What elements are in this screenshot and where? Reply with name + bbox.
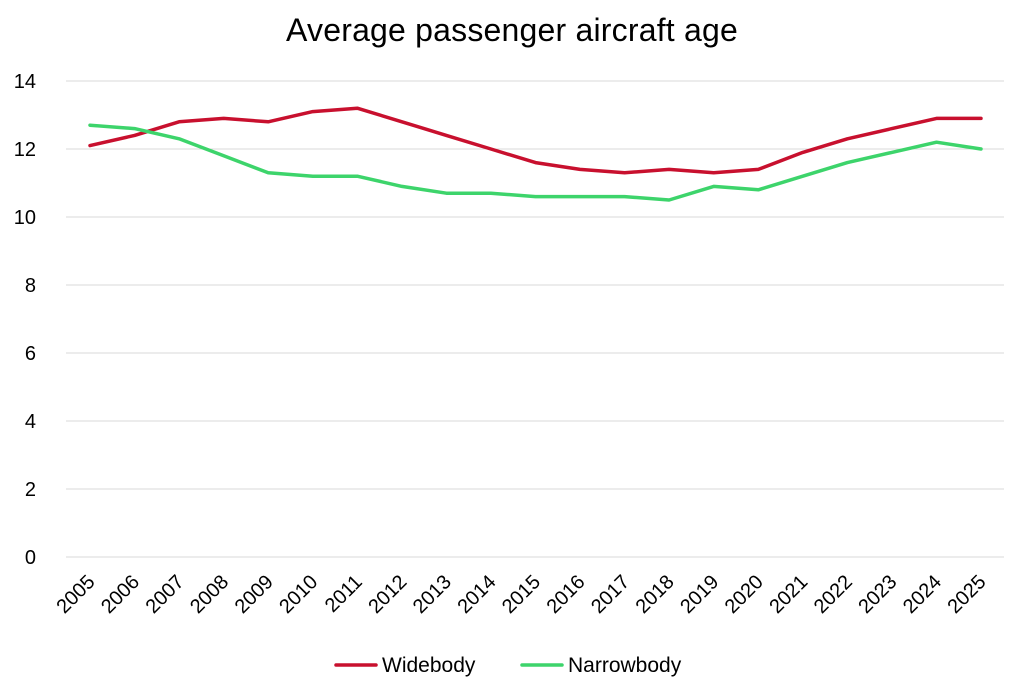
y-tick-label: 10 [14, 207, 36, 229]
y-axis-tick-labels: 0 2 4 6 8 10 12 14 [14, 71, 36, 569]
y-tick-label: 6 [25, 343, 36, 365]
y-tick-label: 8 [25, 275, 36, 297]
series-line-widebody [88, 106, 983, 175]
y-tick-label: 2 [25, 479, 36, 501]
series-line-narrowbody [88, 123, 983, 202]
x-tick-label: 2012 [364, 571, 411, 618]
x-tick-label: 2008 [186, 571, 233, 618]
y-tick-label: 0 [25, 547, 36, 569]
x-tick-label: 2009 [231, 571, 278, 618]
legend: Widebody Narrowbody [334, 654, 682, 677]
y-tick-label: 12 [14, 139, 36, 161]
x-tick-label: 2023 [854, 571, 901, 618]
series-lines [88, 106, 983, 202]
x-tick-label: 2022 [810, 571, 857, 618]
x-tick-label: 2019 [676, 571, 723, 618]
x-tick-label: 2024 [899, 571, 946, 618]
y-tick-label: 14 [14, 71, 36, 93]
x-tick-label: 2007 [142, 571, 189, 618]
x-tick-label: 2006 [97, 571, 144, 618]
chart-title: Average passenger aircraft age [286, 12, 738, 48]
x-axis-tick-labels: 2005200620072008200920102011201220132014… [53, 571, 991, 618]
y-tick-label: 4 [25, 411, 36, 433]
grid-lines [66, 80, 1004, 558]
x-tick-label: 2017 [587, 571, 634, 618]
x-tick-label: 2011 [321, 571, 367, 617]
x-tick-label: 2020 [721, 571, 768, 618]
x-tick-label: 2013 [409, 571, 456, 618]
x-tick-label: 2014 [453, 571, 500, 618]
legend-label-widebody: Widebody [382, 654, 476, 677]
x-tick-label: 2015 [498, 571, 545, 618]
x-tick-label: 2005 [53, 571, 100, 618]
x-tick-label: 2021 [765, 571, 812, 618]
legend-label-narrowbody: Narrowbody [568, 654, 682, 677]
x-tick-label: 2025 [944, 571, 991, 618]
x-tick-label: 2018 [632, 571, 679, 618]
x-tick-label: 2010 [275, 571, 322, 618]
x-tick-label: 2016 [543, 571, 590, 618]
